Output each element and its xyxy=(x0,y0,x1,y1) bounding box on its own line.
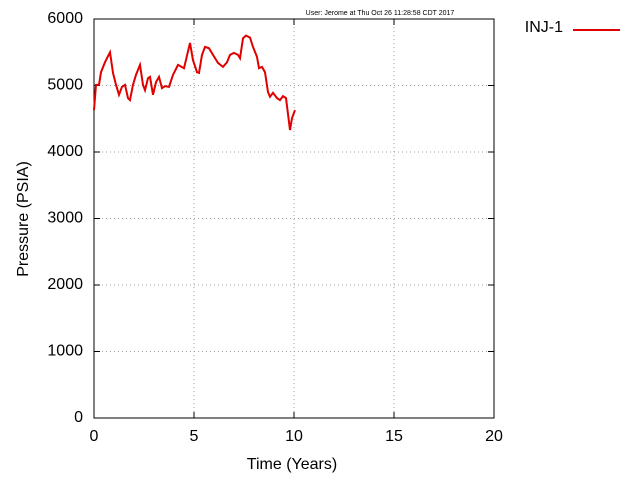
y-tick-label: 1000 xyxy=(47,343,83,360)
x-tick-label: 20 xyxy=(485,428,503,445)
y-tick-label: 3000 xyxy=(47,210,83,227)
y-tick-label: 2000 xyxy=(47,276,83,293)
y-tick-label: 5000 xyxy=(47,77,83,94)
data-line xyxy=(93,34,296,131)
legend-label: INJ-1 xyxy=(525,19,563,36)
x-tick-label: 0 xyxy=(90,428,99,445)
x-axis-label: Time (Years) xyxy=(247,456,337,473)
plot-frame xyxy=(93,18,495,419)
x-tick-label: 5 xyxy=(190,428,199,445)
x-tick-label: 10 xyxy=(285,428,303,445)
annotation: User: Jerome at Thu Oct 26 11:28:58 CDT … xyxy=(306,10,455,17)
y-tick-label: 6000 xyxy=(47,10,83,27)
y-tick-label: 0 xyxy=(74,409,83,426)
x-tick-label: 15 xyxy=(385,428,403,445)
y-axis-label: Pressure (PSIA) xyxy=(15,161,32,277)
y-tick-label: 4000 xyxy=(47,143,83,160)
